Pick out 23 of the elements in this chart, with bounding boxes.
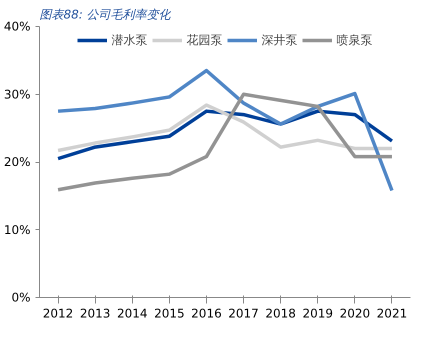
x-tick-label: 2015 [154, 306, 185, 320]
line-series [56, 92, 394, 192]
y-tick-label: 20% [4, 155, 30, 169]
line-series [56, 68, 394, 192]
x-tick-label: 2013 [80, 306, 110, 320]
x-tick-label: 2014 [116, 306, 148, 320]
x-tick-label: 2020 [340, 306, 370, 320]
x-tick-label: 2021 [376, 306, 408, 320]
y-tick-label: 30% [4, 87, 30, 102]
y-tick-label: 10% [4, 222, 30, 237]
y-tick-label: 40% [4, 20, 30, 34]
chart-title: 图表88: 公司毛利率变化 [40, 8, 172, 22]
x-tick-label: 2016 [191, 306, 222, 320]
legend-label: 喷泉泵 [336, 32, 372, 48]
x-tick-label: 2017 [228, 306, 259, 320]
legend-label: 花园泵 [186, 32, 222, 48]
x-tick-label: 2012 [42, 306, 74, 320]
x-tick-label: 2018 [265, 306, 296, 320]
legend-label: 潜水泵 [112, 32, 148, 48]
y-tick-label: 0% [11, 290, 31, 304]
legend-label: 深井泵 [262, 32, 298, 48]
x-tick-label: 2019 [302, 306, 334, 320]
line-series [56, 103, 394, 152]
